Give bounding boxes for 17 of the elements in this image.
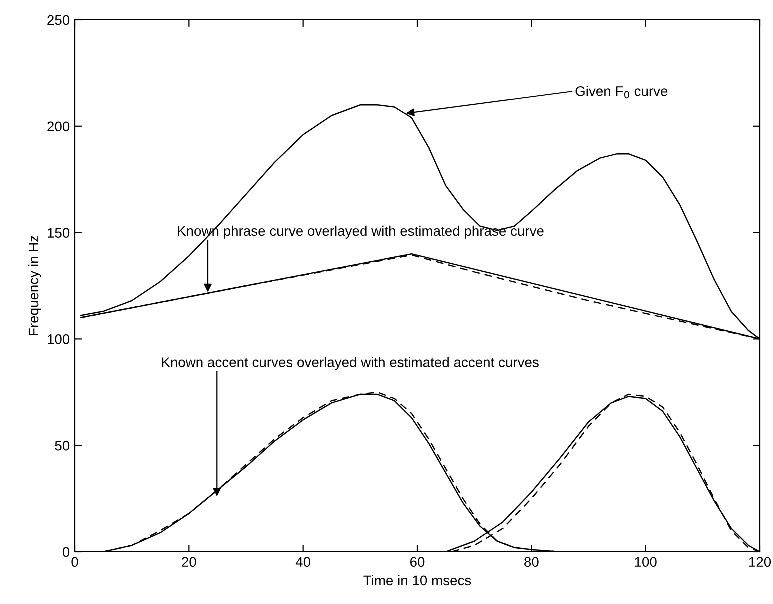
x-axis-title: Time in 10 msecs xyxy=(364,575,472,586)
y-tick-label: 200 xyxy=(48,122,70,132)
y-tick-label: 250 xyxy=(48,15,70,26)
x-tick-label: 40 xyxy=(296,557,311,568)
x-tick-label: 0 xyxy=(72,557,78,568)
x-tick-label: 80 xyxy=(524,557,539,568)
y-tick-label: 100 xyxy=(48,334,70,344)
y-tick-label: 0 xyxy=(62,547,70,558)
x-tick-label: 20 xyxy=(182,557,196,568)
y-axis-title: Frequency in Hz xyxy=(28,236,42,336)
annotation: Known accent curves overlayed with estimated accent curves xyxy=(162,357,539,370)
x-tick-label: 100 xyxy=(635,557,657,568)
y-tick-label: 150 xyxy=(48,228,70,238)
x-tick-label: 60 xyxy=(410,557,425,568)
x-tick-label: 120 xyxy=(749,557,772,568)
y-tick-label: 50 xyxy=(55,440,70,451)
annotation: Given F$_{0}$ curve xyxy=(576,86,668,99)
